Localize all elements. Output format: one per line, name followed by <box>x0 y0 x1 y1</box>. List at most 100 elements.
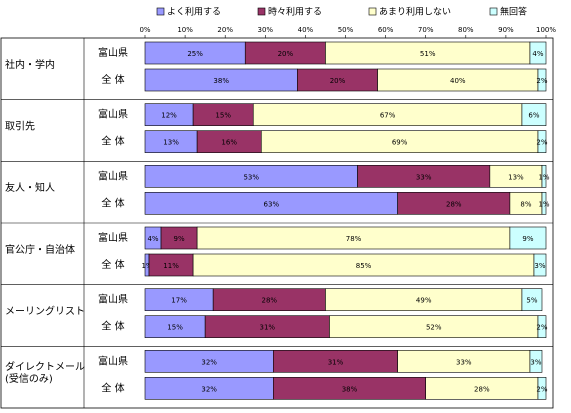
legend-label: 無回答 <box>500 6 527 18</box>
data-label: 15% <box>167 324 183 332</box>
data-label: 25% <box>187 50 203 58</box>
legend-label: よく利用する <box>167 6 221 18</box>
data-label: 28% <box>446 200 462 208</box>
x-tick-label: 50% <box>338 26 354 34</box>
x-tick-label: 90% <box>498 26 514 34</box>
legend-swatch <box>489 7 498 16</box>
data-label: 2% <box>536 77 547 85</box>
x-tick-label: 80% <box>458 26 474 34</box>
data-label: 31% <box>328 358 344 366</box>
data-label: 9% <box>522 235 533 243</box>
row-label: 全 体 <box>101 381 124 394</box>
data-label: 6% <box>528 112 539 120</box>
data-label: 11% <box>163 262 179 270</box>
bar-segment <box>533 253 547 277</box>
data-label: 52% <box>426 324 442 332</box>
data-label: 69% <box>392 139 408 147</box>
bar-segment <box>537 315 547 338</box>
legend-label: あまり利用しない <box>379 6 451 18</box>
data-label: 49% <box>416 297 432 305</box>
row-label: 全 体 <box>101 73 124 86</box>
data-label: 15% <box>215 112 231 120</box>
data-label: 9% <box>174 235 185 243</box>
legend-label: 時々利用する <box>268 6 322 18</box>
row-label: 富山県 <box>98 354 128 367</box>
group-label: 友人・知人 <box>5 181 55 194</box>
data-label: 28% <box>474 385 490 393</box>
data-label: 1% <box>538 173 549 181</box>
x-tick-label: 70% <box>418 26 434 34</box>
x-tick-label: 20% <box>217 26 233 34</box>
data-label: 38% <box>213 77 229 85</box>
data-label: 2% <box>536 385 547 393</box>
data-label: 67% <box>380 112 396 120</box>
data-label: 13% <box>163 139 179 147</box>
group-label: 官公庁・自治体 <box>5 243 75 256</box>
data-label: 17% <box>171 297 187 305</box>
row-label: 全 体 <box>101 258 124 271</box>
group-label: メーリングリスト <box>5 305 85 318</box>
data-label: 31% <box>260 324 276 332</box>
data-label: 28% <box>262 297 278 305</box>
x-tick-label: 100% <box>536 26 556 34</box>
data-label: 12% <box>161 112 177 120</box>
x-tick-label: 0% <box>139 26 150 34</box>
legend-swatch <box>156 7 165 16</box>
data-label: 8% <box>520 200 531 208</box>
data-label: 4% <box>147 235 158 243</box>
legend-swatch <box>368 7 377 16</box>
row-label: 全 体 <box>101 135 124 148</box>
data-label: 3% <box>534 262 545 270</box>
data-label: 2% <box>536 324 547 332</box>
bar-segment <box>537 130 547 153</box>
data-label: 4% <box>532 50 543 58</box>
data-label: 13% <box>508 173 524 181</box>
bar-segment <box>509 226 547 250</box>
data-label: 2% <box>536 139 547 147</box>
data-label: 32% <box>201 358 217 366</box>
data-label: 78% <box>346 235 362 243</box>
row-label: 富山県 <box>98 231 128 244</box>
row-label: 全 体 <box>101 320 124 333</box>
data-label: 85% <box>356 262 372 270</box>
data-label: 33% <box>456 358 472 366</box>
bar-segment <box>541 165 547 188</box>
x-tick-label: 60% <box>378 26 394 34</box>
row-label: 全 体 <box>101 196 124 209</box>
data-label: 38% <box>342 385 358 393</box>
data-label: 20% <box>278 50 294 58</box>
data-label: 32% <box>201 385 217 393</box>
data-label: 3% <box>530 358 541 366</box>
bar-segment <box>537 68 547 92</box>
data-label: 51% <box>420 50 436 58</box>
data-label: 53% <box>243 173 259 181</box>
bar-segment <box>521 288 543 311</box>
row-label: 富山県 <box>98 169 128 182</box>
x-tick-label: 30% <box>258 26 274 34</box>
data-label: 16% <box>221 139 237 147</box>
row-label: 富山県 <box>98 108 128 121</box>
row-label: 富山県 <box>98 46 128 59</box>
group-label: 取引先 <box>5 121 35 133</box>
group-label: (受信のみ) <box>5 373 53 385</box>
group-label: ダイレクトメール <box>5 360 85 373</box>
bar-segment <box>529 350 543 373</box>
row-label: 富山県 <box>98 293 128 306</box>
group-label: 社内・学内 <box>5 58 55 71</box>
bar-segment <box>537 377 547 400</box>
data-label: 63% <box>264 200 280 208</box>
data-label: 5% <box>526 297 537 305</box>
bar-segment <box>541 192 547 215</box>
legend-swatch <box>257 7 266 16</box>
data-label: 1% <box>538 200 549 208</box>
data-label: 33% <box>416 173 432 181</box>
bar-segment <box>529 41 547 65</box>
data-label: 1% <box>141 262 152 270</box>
data-label: 20% <box>330 77 346 85</box>
x-tick-label: 10% <box>177 26 193 34</box>
data-label: 40% <box>450 77 466 85</box>
x-tick-label: 40% <box>298 26 314 34</box>
bar-segment <box>521 103 547 126</box>
